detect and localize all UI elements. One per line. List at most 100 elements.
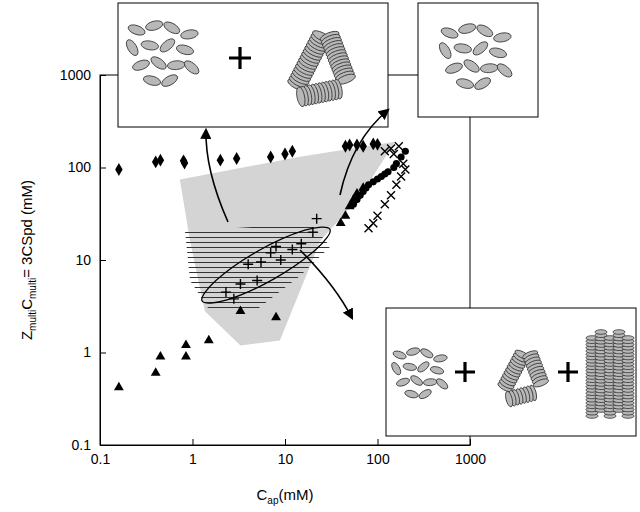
disc (124, 38, 140, 58)
point (204, 335, 214, 344)
x-axis: 0.11101001000 (91, 439, 487, 467)
tick: 10 (278, 439, 294, 467)
tick-mark (100, 75, 106, 76)
insets (118, 3, 636, 436)
disc (162, 20, 182, 36)
axis-title-part: C (257, 486, 268, 503)
inset-box (418, 3, 538, 117)
inset-box (386, 308, 636, 436)
series-plus (221, 214, 322, 304)
axis-title-subscript: multi (27, 278, 38, 299)
point (235, 279, 245, 289)
stack-network (286, 28, 357, 107)
x-axis-line (101, 445, 471, 446)
disc (395, 377, 410, 388)
disc (404, 389, 419, 399)
tick-mark (100, 168, 106, 169)
disc (471, 39, 490, 57)
point (296, 239, 306, 249)
disc (295, 86, 306, 107)
disc (480, 63, 498, 73)
point (399, 160, 407, 168)
disc (418, 388, 433, 401)
disc (613, 330, 625, 335)
point (266, 248, 276, 258)
point (229, 294, 239, 304)
disc (473, 75, 493, 91)
disc (493, 32, 512, 44)
disc-stack (319, 29, 357, 86)
disc (392, 349, 407, 360)
micelle-cluster (390, 347, 450, 401)
tick-label: 1000 (60, 67, 91, 83)
point (271, 312, 281, 321)
tick: 1 (83, 344, 106, 360)
x-axis-title: Cap(mM) (257, 486, 314, 506)
disc (444, 61, 464, 75)
tick: 10 (75, 252, 106, 268)
disc (167, 60, 185, 70)
point (369, 219, 377, 227)
point (217, 154, 224, 167)
disc (455, 77, 474, 90)
disc (182, 58, 201, 76)
disc-stack (622, 336, 634, 419)
disc (504, 391, 514, 408)
axis-title-part: = 3CSpd (mM) (18, 180, 35, 278)
disc (430, 365, 445, 375)
disc (419, 347, 434, 360)
point (395, 142, 403, 150)
point (392, 181, 400, 189)
point (236, 305, 246, 314)
disc (595, 330, 607, 335)
tick-label: 10 (278, 451, 294, 467)
point (271, 241, 281, 251)
stack-bundle (586, 330, 634, 419)
tick-mark (100, 445, 106, 446)
point (346, 139, 353, 152)
axis-title-part: Z (18, 331, 35, 340)
disc (149, 54, 168, 71)
disc (145, 19, 164, 32)
point (267, 151, 274, 164)
plus-symbol (558, 362, 578, 382)
tick-mark (100, 260, 106, 261)
disc (458, 22, 477, 35)
series-circle (350, 148, 409, 208)
point (114, 382, 124, 391)
axis-title-part: C (18, 299, 35, 310)
disc (416, 360, 431, 374)
point (256, 257, 266, 267)
disc (406, 347, 421, 357)
disc (140, 40, 159, 52)
arrow (340, 110, 388, 195)
tick-label: 1 (189, 451, 197, 467)
y-axis: 0.11101001000 (60, 67, 106, 453)
point (381, 200, 389, 208)
stack-network (497, 348, 550, 407)
disc (160, 72, 180, 88)
point (384, 168, 391, 175)
disc (437, 41, 453, 61)
point (374, 212, 382, 220)
point (374, 138, 381, 151)
disc (180, 29, 199, 41)
axis-title-subscript: multi (27, 310, 38, 331)
point (181, 339, 191, 348)
disc (475, 23, 495, 39)
tick: 100 (68, 159, 106, 175)
micelle-cluster (437, 22, 514, 92)
point (387, 191, 395, 199)
series-diamond (115, 137, 381, 176)
tick-mark (470, 439, 471, 445)
series-x (365, 142, 410, 232)
point (289, 145, 296, 158)
tick-label: 1000 (455, 451, 486, 467)
tick-label: 100 (68, 159, 92, 175)
point (287, 244, 297, 254)
arrow (300, 250, 352, 318)
tick-mark (378, 439, 379, 445)
point (402, 148, 409, 155)
tick: 1000 (455, 439, 486, 467)
disc-stack (295, 79, 344, 108)
